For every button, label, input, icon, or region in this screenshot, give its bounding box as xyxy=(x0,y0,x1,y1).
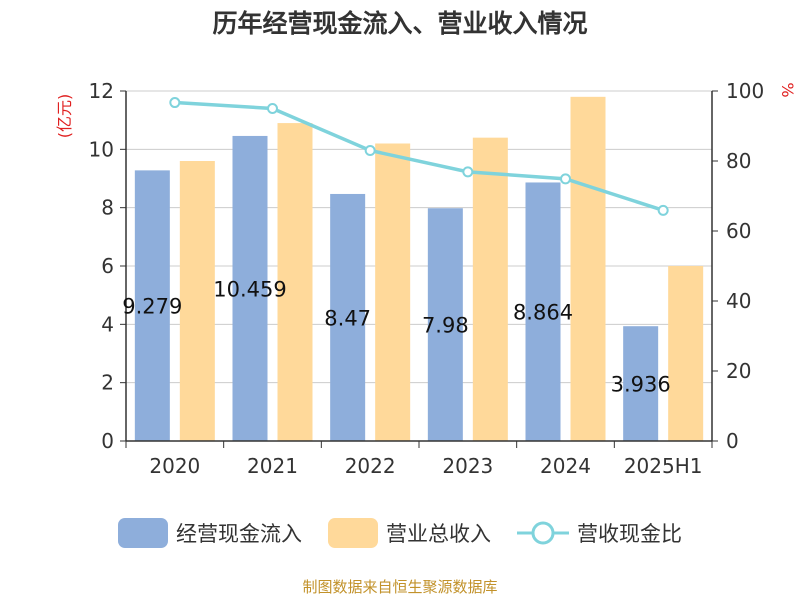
y-left-tick-label: 8 xyxy=(101,196,114,220)
y-left-tick-label: 4 xyxy=(101,312,114,336)
point-ratio xyxy=(364,145,376,156)
legend-item-revenue[interactable]: 营业总收入 xyxy=(328,518,491,548)
data-label-cash-inflow: 8.47 xyxy=(324,306,371,330)
bar-revenue xyxy=(277,123,313,441)
data-label-cash-inflow: 9.279 xyxy=(122,295,182,319)
point-ratio xyxy=(169,97,181,109)
y-right-tick-label: 100 xyxy=(726,79,764,103)
y-right-axis-label: % xyxy=(778,82,797,97)
x-tick-label: 2023 xyxy=(442,454,493,478)
data-label-cash-inflow: 3.936 xyxy=(611,373,671,397)
bar-revenue xyxy=(375,143,411,441)
bar-cash-inflow xyxy=(330,193,366,441)
legend: 经营现金流入 营业总收入 营收现金比 xyxy=(0,518,800,548)
bar-cash-inflow xyxy=(232,135,268,441)
y-right-tick-label: 0 xyxy=(726,429,739,453)
y-right-tick-label: 60 xyxy=(726,219,751,243)
y-left-tick-label: 2 xyxy=(101,371,114,395)
legend-item-ratio[interactable]: 营收现金比 xyxy=(517,518,682,548)
point-ratio xyxy=(657,204,669,216)
x-tick-label: 2020 xyxy=(149,454,200,478)
data-label-cash-inflow: 10.459 xyxy=(213,277,286,301)
bar-cash-inflow xyxy=(134,170,170,442)
y-left-axis-label: (亿元) xyxy=(55,94,74,139)
legend-label-revenue: 营业总收入 xyxy=(386,522,491,546)
point-ratio xyxy=(267,103,278,114)
y-right-tick-label: 80 xyxy=(726,149,751,173)
point-ratio xyxy=(462,166,474,178)
bar-cash-inflow xyxy=(623,326,659,441)
legend-item-cash-inflow[interactable]: 经营现金流入 xyxy=(118,518,302,548)
chart-title: 历年经营现金流入、营业收入情况 xyxy=(212,9,588,38)
point-ratio xyxy=(560,173,571,185)
x-tick-label: 2022 xyxy=(345,454,396,478)
legend-swatch-revenue xyxy=(328,518,378,548)
x-tick-label: 2025H1 xyxy=(624,454,703,478)
legend-swatch-cash-inflow xyxy=(118,518,168,548)
legend-label-cash-inflow: 经营现金流入 xyxy=(176,522,302,546)
y-left-tick-label: 6 xyxy=(101,254,114,278)
y-left-tick-label: 0 xyxy=(101,429,114,453)
bar-revenue xyxy=(668,266,704,441)
y-right-tick-label: 40 xyxy=(726,289,751,313)
data-label-cash-inflow: 7.98 xyxy=(422,314,469,338)
source-note: 制图数据来自恒生聚源数据库 xyxy=(302,578,498,596)
bar-cash-inflow xyxy=(525,182,561,441)
bar-revenue xyxy=(472,137,508,441)
line-ratio xyxy=(174,100,664,213)
legend-line-marker-icon xyxy=(517,521,569,545)
y-right-tick-label: 20 xyxy=(726,359,751,383)
x-tick-label: 2021 xyxy=(247,454,298,478)
bar-cash-inflow xyxy=(427,208,463,441)
data-label-cash-inflow: 8.864 xyxy=(513,301,573,325)
y-left-tick-label: 12 xyxy=(89,79,114,103)
y-left-tick-label: 10 xyxy=(89,137,114,161)
bar-revenue xyxy=(179,161,215,441)
legend-label-ratio: 营收现金比 xyxy=(577,522,682,546)
x-tick-label: 2024 xyxy=(540,454,591,478)
bar-revenue xyxy=(570,96,606,441)
